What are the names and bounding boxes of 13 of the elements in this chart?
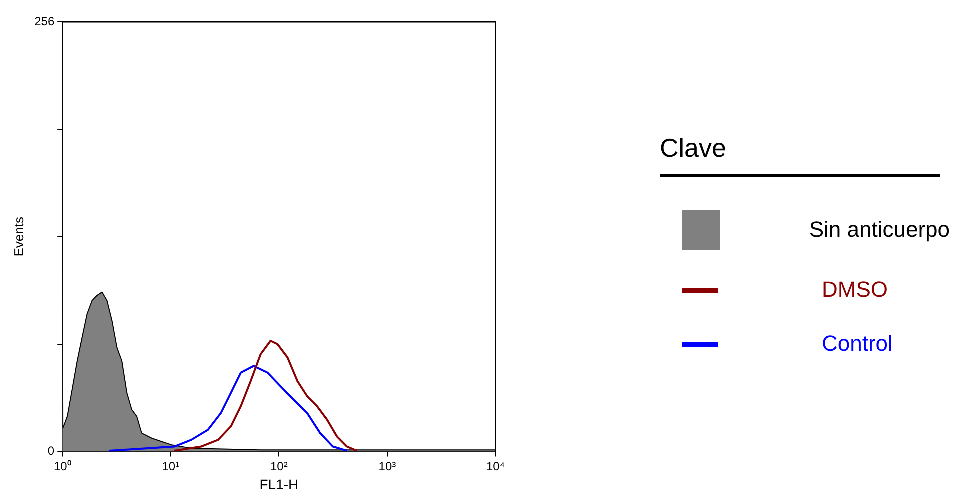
text: Sin anticuerpo — [809, 217, 950, 243]
x-tick-label: 10⁴ — [486, 459, 506, 474]
x-tick-label: 10¹ — [162, 459, 180, 474]
text: Control — [822, 331, 893, 357]
x-tick-label: 10³ — [378, 459, 396, 474]
x-axis-title: FL1-H — [260, 476, 299, 492]
text: DMSO — [822, 277, 888, 303]
x-tick-label: 10² — [270, 459, 288, 474]
y-tick-label: 0 — [48, 444, 55, 458]
y-axis-title: Events — [11, 216, 26, 257]
legend-title: Clave — [660, 133, 940, 177]
x-tick-label: 10⁰ — [54, 459, 72, 474]
y-tick-label: 256 — [34, 14, 55, 28]
